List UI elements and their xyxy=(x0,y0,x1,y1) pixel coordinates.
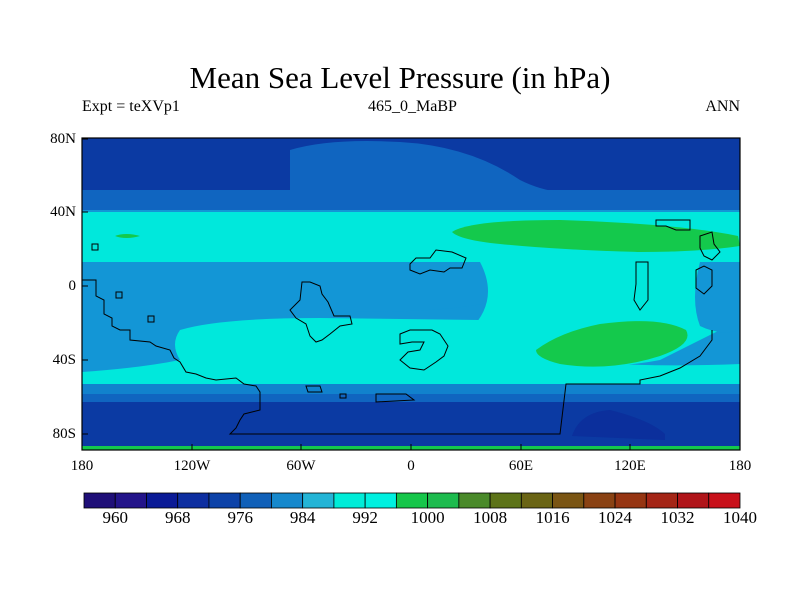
colorbar-label: 968 xyxy=(164,508,191,527)
colorbar-swatch xyxy=(83,492,116,509)
coastline-east-c xyxy=(699,231,721,261)
lat-label-40N: 40N xyxy=(50,204,76,220)
colorbar-swatch xyxy=(458,492,491,509)
colorbar-swatch xyxy=(271,492,304,509)
coastline-east-d xyxy=(695,265,713,295)
south-lighter-strip xyxy=(82,384,740,394)
lat-label-80N: 80N xyxy=(50,131,76,147)
coastline-left-dot xyxy=(91,243,99,251)
coastline-east-b xyxy=(655,219,691,231)
north-mid-bulge xyxy=(290,141,560,192)
coastline-island-2 xyxy=(399,329,449,371)
colorbar-label: 1008 xyxy=(473,508,508,527)
map-title: Mean Sea Level Pressure (in hPa) xyxy=(189,60,611,95)
colorbar-swatch xyxy=(708,492,741,509)
lon-label-60W: 60W xyxy=(286,458,316,474)
axis-ticks xyxy=(82,138,631,450)
colorbar-swatch xyxy=(583,492,616,509)
colorbar-swatch xyxy=(208,492,241,509)
experiment-label: Expt = teXVp1 xyxy=(82,98,180,115)
coastline-left-dot-3 xyxy=(147,315,155,323)
east-light-band xyxy=(695,262,740,333)
light-tongue xyxy=(82,262,507,312)
coastline-south-small xyxy=(305,385,323,393)
coastline-left-dot-2 xyxy=(115,291,123,299)
colorbar-swatch xyxy=(552,492,585,509)
green-small-patch xyxy=(115,234,140,238)
colorbar-label: 960 xyxy=(102,508,128,527)
coastlines xyxy=(82,219,721,435)
colorbar-swatch xyxy=(114,492,147,509)
colorbar-label: 1032 xyxy=(660,508,695,527)
coastline-south-small-2 xyxy=(375,393,416,403)
colorbar-swatch xyxy=(364,492,397,509)
colorbar-label: 1040 xyxy=(723,508,757,527)
colorbar-swatch xyxy=(333,492,366,509)
coastline-south-dot xyxy=(339,393,347,399)
season-label: ANN xyxy=(705,98,740,115)
pressure-field xyxy=(82,138,740,450)
colorbar-swatch xyxy=(427,492,460,509)
south-high-green xyxy=(536,321,688,367)
colorbar-label: 976 xyxy=(227,508,253,527)
colorbar-swatch xyxy=(177,492,210,509)
colorbar-label: 1016 xyxy=(535,508,570,527)
colorbar-swatch xyxy=(302,492,335,509)
lon-label-120E: 120E xyxy=(614,458,646,474)
lon-label-0: 0 xyxy=(407,458,415,474)
north-mid-band xyxy=(82,190,740,210)
colorbar-swatch xyxy=(520,492,553,509)
lat-label-0: 0 xyxy=(68,278,77,294)
colorbar-swatch xyxy=(489,492,522,509)
colorbar-swatch xyxy=(146,492,179,509)
north-high-green xyxy=(452,220,740,252)
colorbar-label: 992 xyxy=(352,508,378,527)
antarctic-low xyxy=(572,410,665,440)
colorbar-swatch xyxy=(677,492,710,509)
colorbar xyxy=(83,492,741,509)
colorbar-swatch xyxy=(239,492,272,509)
lon-label-60E: 60E xyxy=(508,458,534,474)
lon-label-120W: 120W xyxy=(173,458,211,474)
coastline-africa xyxy=(289,281,353,343)
lat-label-80S: 80S xyxy=(52,426,76,442)
colorbar-swatch xyxy=(645,492,678,509)
coastline-island-1 xyxy=(409,249,467,275)
colorbar-swatch xyxy=(395,492,429,509)
lon-label-180E: 180 xyxy=(728,458,752,474)
colorbar-label: 1024 xyxy=(598,508,633,527)
lon-label-180W: 180 xyxy=(70,458,94,474)
colorbar-label: 1000 xyxy=(410,508,445,527)
colorbar-label: 984 xyxy=(289,508,316,527)
coastline-west xyxy=(82,279,713,435)
lat-label-40S: 40S xyxy=(52,352,76,368)
colorbar-swatch xyxy=(614,492,647,509)
time-label: 465_0_MaBP xyxy=(368,98,457,115)
coastline-east-a xyxy=(633,261,649,311)
